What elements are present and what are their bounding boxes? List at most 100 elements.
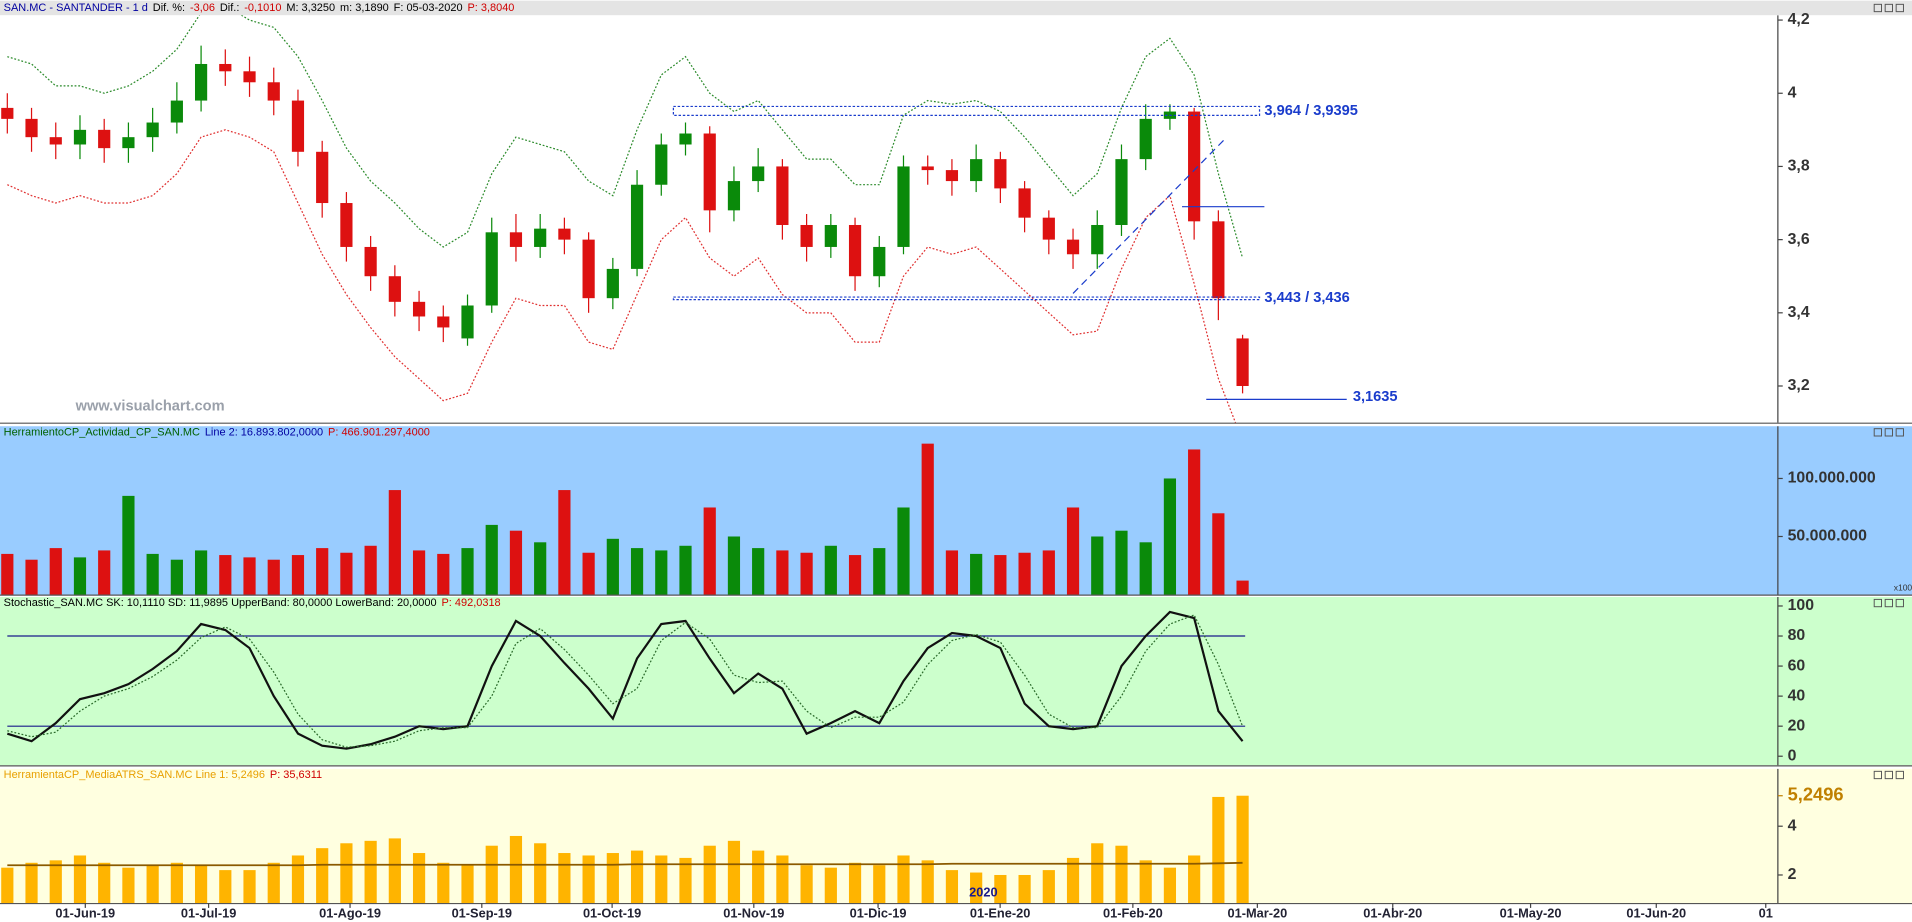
candle-body [1188, 111, 1201, 222]
x-tick-label: 01-Ene-20 [970, 905, 1030, 920]
bar [73, 557, 87, 595]
window-icon [1873, 598, 1883, 608]
candle-body [461, 305, 474, 339]
plot-area [1, 15, 1249, 423]
header-segment: Stochastic_SAN.MC SK: 10,1110 SD: 11,989… [4, 597, 437, 609]
window-icon [1884, 770, 1893, 780]
header-segment: M: 3,3250 [286, 2, 335, 14]
y-tick-label: 4 [1788, 817, 1797, 834]
candle-body [49, 137, 62, 145]
x-tick-label: 01 [1759, 905, 1773, 920]
bar [122, 495, 135, 595]
candle-body [606, 268, 619, 299]
candle-body [243, 71, 256, 83]
bar [630, 850, 644, 904]
window-icon [1873, 428, 1883, 437]
bar [582, 552, 595, 595]
candle-body [945, 170, 959, 182]
bar [824, 867, 837, 904]
bar [340, 843, 353, 904]
bar [1, 553, 14, 595]
bar [727, 536, 741, 595]
x-tick-label: 01-Jul-19 [181, 905, 236, 920]
bar [679, 857, 692, 904]
bar [921, 860, 934, 904]
bar [630, 548, 644, 595]
header-segment: HerramientoCP_Actividad_CP_SAN.MC [4, 426, 200, 438]
candle-body [800, 224, 813, 247]
bar [1115, 530, 1128, 595]
bar [703, 507, 716, 595]
window-icon [1884, 3, 1893, 13]
bar [291, 555, 305, 595]
panel-header: Stochastic_SAN.MC SK: 10,1110 SD: 11,989… [4, 597, 501, 609]
y-tick-label: 100.000.000 [1788, 470, 1876, 487]
bar [994, 874, 1007, 904]
y-tick-label: 40 [1788, 687, 1806, 704]
bar [921, 443, 934, 595]
candle-body [630, 184, 644, 269]
y-tick-label: 3,6 [1788, 231, 1810, 248]
bar [606, 853, 619, 904]
bar [461, 548, 474, 595]
bar [606, 538, 619, 595]
candle-body [364, 246, 377, 277]
bar [316, 548, 329, 595]
candle-body [291, 100, 305, 152]
bar [873, 548, 886, 595]
candle-body [25, 118, 38, 138]
bar [98, 550, 111, 595]
candle-body [219, 63, 232, 72]
candle-body [146, 122, 159, 138]
candle-body [509, 232, 523, 247]
x-tick-label: 01-May-20 [1500, 905, 1562, 920]
panel-background [0, 596, 1912, 766]
candle-body [970, 159, 983, 182]
bar [897, 507, 910, 595]
bar [897, 855, 910, 904]
price-zone [672, 105, 1261, 117]
bar [194, 865, 208, 904]
candle-body [267, 82, 280, 101]
candle-body [994, 159, 1007, 189]
bar [752, 548, 765, 595]
candle-body [1018, 188, 1031, 218]
plot-area [1, 443, 1249, 595]
bar [49, 860, 62, 904]
bar [98, 862, 111, 904]
bar [509, 530, 523, 595]
y-tick-label: 3,2 [1788, 377, 1810, 394]
bar [170, 862, 183, 904]
y-tick-label: 50.000.000 [1788, 528, 1867, 545]
bar [267, 559, 280, 595]
level-label: 3,1635 [1353, 389, 1398, 405]
window-icon [1873, 770, 1883, 780]
bar [655, 550, 668, 595]
bar [727, 840, 741, 904]
bar [170, 559, 183, 595]
bar [243, 557, 256, 595]
window-icon [1895, 598, 1904, 608]
bar [388, 490, 401, 595]
header-segment: -0,1010 [244, 2, 281, 14]
panel-background [0, 15, 1912, 423]
scale-note: x100 [1894, 583, 1912, 593]
header-segment: P: 35,6311 [270, 769, 322, 781]
window-icon [1895, 428, 1904, 437]
bar [1163, 867, 1177, 904]
candle-body [655, 144, 668, 185]
bar [1115, 845, 1128, 904]
candle-body [1236, 338, 1249, 386]
bar [364, 840, 377, 904]
candle-body [412, 301, 426, 317]
y-tick-label: 3,4 [1788, 304, 1810, 321]
x-tick-label: 01-Oct-19 [583, 905, 641, 920]
bar [122, 867, 135, 904]
y-tick-label: 2 [1788, 866, 1797, 883]
candle-body [122, 137, 135, 149]
bar [558, 490, 571, 595]
bar [485, 524, 498, 595]
candle-body [98, 129, 111, 149]
year-label: 2020 [969, 885, 997, 900]
candle-body [534, 228, 547, 247]
